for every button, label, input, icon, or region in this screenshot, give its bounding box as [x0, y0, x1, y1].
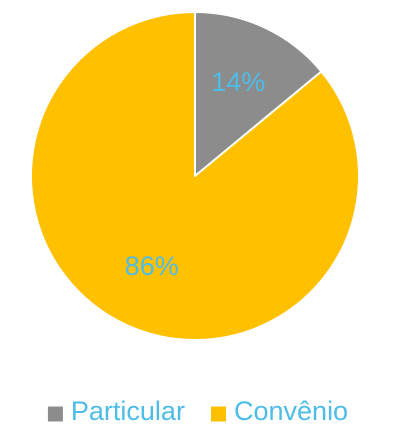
- pie-slices: [30, 11, 360, 341]
- legend-swatch-particular: [47, 406, 63, 422]
- legend-label-convenio: Convênio: [234, 396, 348, 426]
- legend: Particular Convênio: [47, 396, 348, 426]
- data-label-convenio: 86%: [125, 251, 179, 281]
- pie-slice-particular: [194, 11, 323, 177]
- pie-slice-convenio: [30, 11, 360, 341]
- data-label-particular: 14%: [211, 67, 265, 97]
- legend-label-particular: Particular: [71, 396, 185, 426]
- legend-swatch-convenio: [211, 406, 226, 422]
- slice-labels: 14% 86%: [125, 67, 266, 281]
